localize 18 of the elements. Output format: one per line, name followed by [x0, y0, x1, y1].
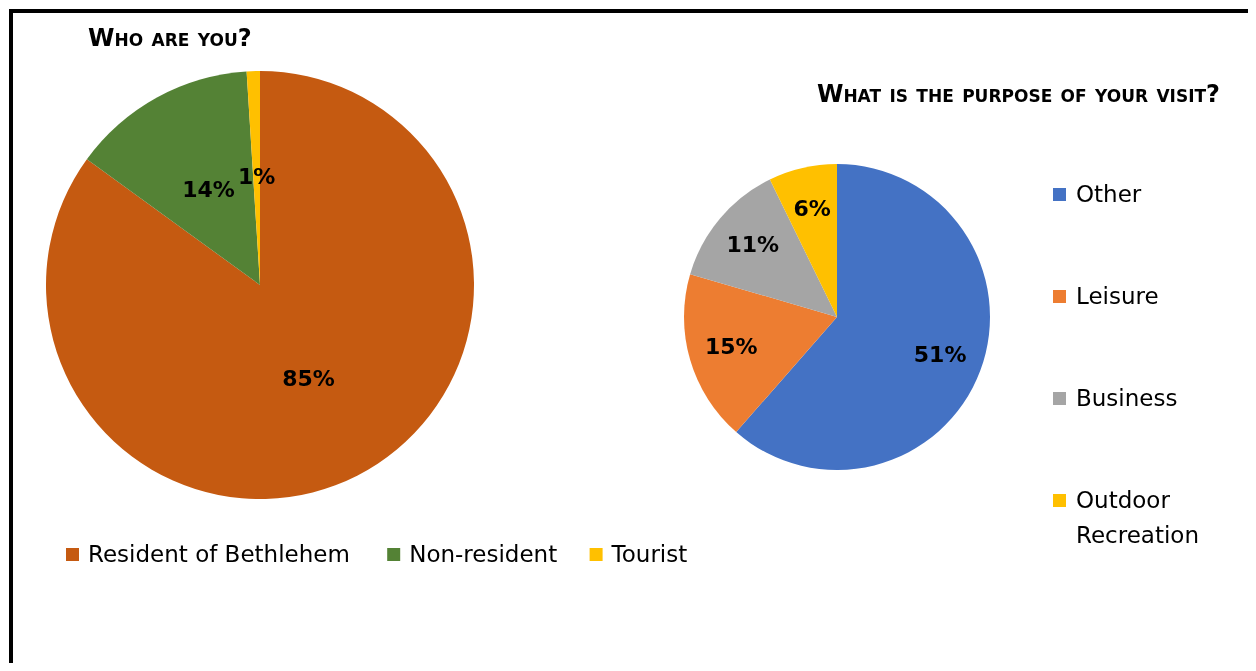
legend-label: Non-resident — [409, 540, 558, 567]
legend-label: Leisure — [1076, 282, 1159, 309]
data-label: 85% — [282, 366, 335, 392]
pie-slice — [690, 179, 837, 317]
chart-title: Who are you? — [88, 24, 252, 52]
chart-title: What is the purpose of your visit? — [816, 80, 1220, 108]
pie-slice — [46, 71, 474, 499]
data-label: 14% — [182, 177, 235, 203]
legend-label: Resident of Bethlehem — [88, 540, 350, 567]
data-label: 11% — [726, 232, 780, 258]
legend-label: Outdoor Recreation — [1076, 486, 1199, 548]
pie-slice — [684, 274, 837, 433]
legend-label: Tourist — [610, 540, 688, 567]
legend-label: Other — [1076, 180, 1142, 207]
data-label: 51% — [913, 341, 967, 367]
legend-label: Business — [1076, 384, 1178, 411]
data-label: 6% — [793, 195, 831, 221]
data-label: 15% — [704, 333, 758, 359]
